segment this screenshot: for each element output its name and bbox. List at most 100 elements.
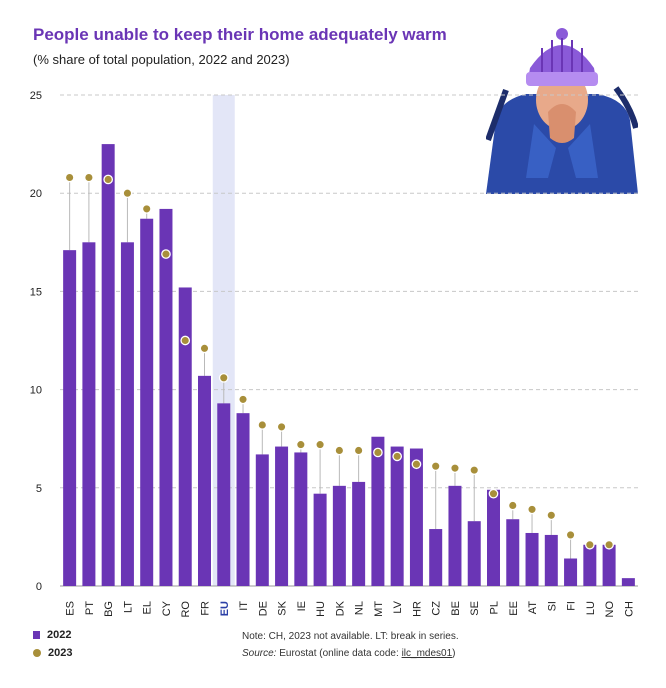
x-tick-label-lv: LV [392, 600, 404, 613]
x-tick-label-ie: IE [296, 601, 308, 611]
bar-2022-fr [198, 375, 211, 586]
dot-2023-no [604, 539, 614, 550]
y-tick-label-20: 20 [30, 188, 42, 200]
dot-2023-eu [218, 372, 229, 383]
x-tick-label-pl: PL [489, 601, 501, 614]
bar-2022-ch [621, 578, 635, 586]
x-tick-label-be: BE [450, 601, 462, 616]
dot-2023-fi [565, 530, 576, 540]
bar-2022-pt [82, 242, 96, 587]
dot-2023-hr [411, 459, 422, 470]
dot-2023-si [546, 510, 557, 521]
x-tick-label-nl: NL [354, 601, 366, 615]
bar-2022-hr [409, 448, 423, 586]
dot-2023-lt [122, 188, 133, 199]
chart-title: People unable to keep their home adequat… [33, 25, 447, 44]
dot-2023-nl [353, 445, 364, 456]
x-tick-label-ro: RO [180, 601, 192, 618]
bar-2022-dk [332, 485, 346, 586]
legend-label-2023: 2023 [48, 647, 73, 659]
dot-2023-lv [392, 451, 403, 462]
bar-2022-es [63, 250, 77, 586]
x-tick-label-at: AT [527, 601, 539, 615]
bar-2022-fi [564, 558, 578, 586]
legend-item-2023: 2023 [33, 647, 72, 659]
bar-2022-bg [101, 144, 115, 586]
bar-2022-pl [487, 489, 500, 586]
dot-2023-lu [584, 539, 595, 550]
dot-2023-be [450, 463, 460, 474]
legend-swatch-2022 [33, 631, 40, 639]
dot-2023-bg [103, 174, 114, 185]
source-text: Eurostat (online data code: [279, 648, 402, 659]
bar-2022-ie [294, 452, 308, 586]
x-tick-label-fi: FI [566, 601, 578, 611]
bar-2022-cz [429, 529, 443, 586]
bar-2022-se [467, 521, 481, 586]
x-tick-label-hu: HU [315, 601, 327, 617]
dot-2023-ro [180, 335, 191, 346]
x-tick-label-cy: CY [161, 600, 173, 616]
dot-2023-el [141, 204, 152, 214]
dot-2023-se [469, 465, 480, 475]
x-tick-label-es: ES [65, 601, 77, 616]
x-tick-label-se: SE [469, 601, 481, 616]
chart-source: Source: Eurostat (online data code: ilc_… [242, 648, 456, 659]
dot-2023-es [64, 172, 75, 183]
cold-person-illustration [486, 28, 638, 194]
bar-2022-de [255, 454, 269, 586]
source-label: Source: [242, 648, 277, 659]
bar-2022-si [544, 534, 558, 586]
x-tick-label-lu: LU [585, 601, 597, 615]
x-tick-label-bg: BG [103, 601, 115, 617]
dot-2023-fr [199, 343, 210, 354]
source-close: ) [452, 648, 456, 659]
bar-2022-lu [583, 544, 597, 586]
legend-item-2022: 2022 [33, 629, 71, 641]
x-tick-label-ee: EE [508, 601, 520, 616]
bar-2022-it [236, 413, 250, 586]
dot-2023-cz [430, 461, 441, 472]
bar-2022-at [525, 532, 539, 586]
dot-2023-de [257, 420, 268, 430]
source-code-link[interactable]: ilc_mdes01 [401, 648, 453, 659]
dot-2023-pt [84, 172, 94, 183]
chart-subtitle: (% share of total population, 2022 and 2… [33, 52, 290, 67]
bar-2022-lt [120, 242, 134, 587]
bar-2022-eu [217, 403, 231, 586]
x-tick-label-hr: HR [411, 601, 423, 617]
bar-2022-lv [390, 446, 404, 586]
dot-2023-it [238, 394, 248, 405]
bar-2022-sk [275, 446, 289, 586]
y-tick-label-5: 5 [36, 483, 42, 495]
bar-2022-ro [178, 287, 192, 586]
x-tick-label-dk: DK [334, 600, 346, 616]
x-tick-label-cz: CZ [431, 601, 443, 616]
x-tick-label-ch: CH [623, 601, 635, 617]
legend-label-2022: 2022 [47, 629, 72, 641]
chart-note: Note: CH, 2023 not available. LT: break … [242, 631, 459, 642]
x-tick-label-el: EL [142, 601, 154, 614]
dot-2023-ee [507, 500, 518, 511]
x-tick-label-it: IT [238, 601, 250, 611]
bar-2022-ee [506, 519, 520, 586]
bar-2022-nl [352, 481, 366, 586]
y-tick-label-25: 25 [30, 90, 42, 102]
x-tick-label-fr: FR [200, 601, 212, 616]
dot-2023-sk [276, 422, 287, 432]
dot-2023-dk [334, 445, 345, 456]
bar-2022-hu [313, 493, 327, 586]
bar-2022-el [140, 218, 154, 586]
dot-2023-cy [161, 249, 171, 259]
bar-2022-mt [371, 436, 385, 586]
x-tick-label-lt: LT [122, 601, 134, 613]
dot-2023-hu [315, 439, 325, 450]
x-tick-label-pt: PT [84, 601, 96, 615]
dot-2023-pl [488, 488, 499, 499]
y-tick-label-15: 15 [30, 286, 42, 298]
x-tick-label-mt: MT [373, 601, 385, 617]
dot-2023-ie [295, 439, 306, 450]
dot-2023-at [527, 504, 537, 515]
dot-2023-mt [373, 447, 383, 458]
